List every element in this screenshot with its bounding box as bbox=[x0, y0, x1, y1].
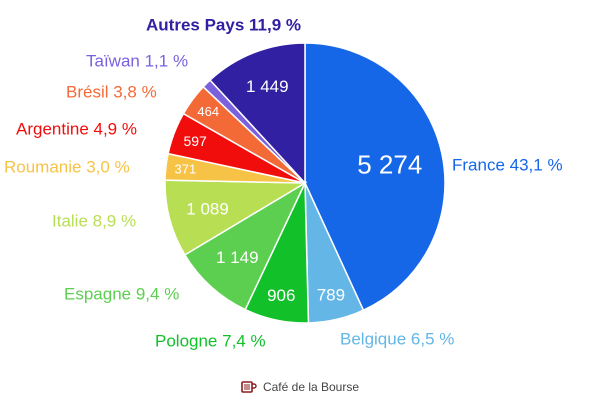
category-label-autres-pays: Autres Pays 11,9 % bbox=[146, 16, 301, 35]
value-label-roumanie: 371 bbox=[175, 162, 197, 177]
category-label-france: France 43,1 % bbox=[452, 156, 563, 175]
pie-slice-autres-pays bbox=[209, 42, 306, 185]
category-label-belgique: Belgique 6,5 % bbox=[340, 330, 454, 349]
category-label-argentine: Argentine 4,9 % bbox=[16, 120, 137, 139]
coffee-cup-icon bbox=[241, 381, 257, 393]
footer-brand: Café de la Bourse bbox=[0, 380, 600, 394]
pie-chart-svg: 5 274 789 906 1 149 1 089 371 597 464 1 449 Fran… bbox=[4, 16, 563, 351]
value-label-autres-pays: 1 449 bbox=[246, 77, 289, 96]
value-label-belgique: 789 bbox=[317, 285, 345, 304]
pie-slice-france bbox=[304, 42, 446, 312]
value-label-france: 5 274 bbox=[357, 149, 422, 179]
category-label-italie: Italie 8,9 % bbox=[52, 212, 136, 231]
value-label-italie: 1 089 bbox=[186, 199, 229, 218]
category-label-ta-wan: Taïwan 1,1 % bbox=[86, 52, 188, 71]
value-label-espagne: 1 149 bbox=[216, 248, 259, 267]
value-label-br-sil: 464 bbox=[197, 104, 219, 119]
pie-slice-espagne bbox=[183, 181, 307, 311]
category-label-br-sil: Brésil 3,8 % bbox=[66, 83, 157, 102]
value-label-pologne: 906 bbox=[267, 286, 295, 305]
footer-brand-label: Café de la Bourse bbox=[262, 380, 360, 394]
category-label-espagne: Espagne 9,4 % bbox=[64, 285, 179, 304]
value-label-argentine: 597 bbox=[183, 133, 207, 149]
category-label-pologne: Pologne 7,4 % bbox=[155, 332, 266, 351]
category-label-roumanie: Roumanie 3,0 % bbox=[4, 158, 130, 177]
